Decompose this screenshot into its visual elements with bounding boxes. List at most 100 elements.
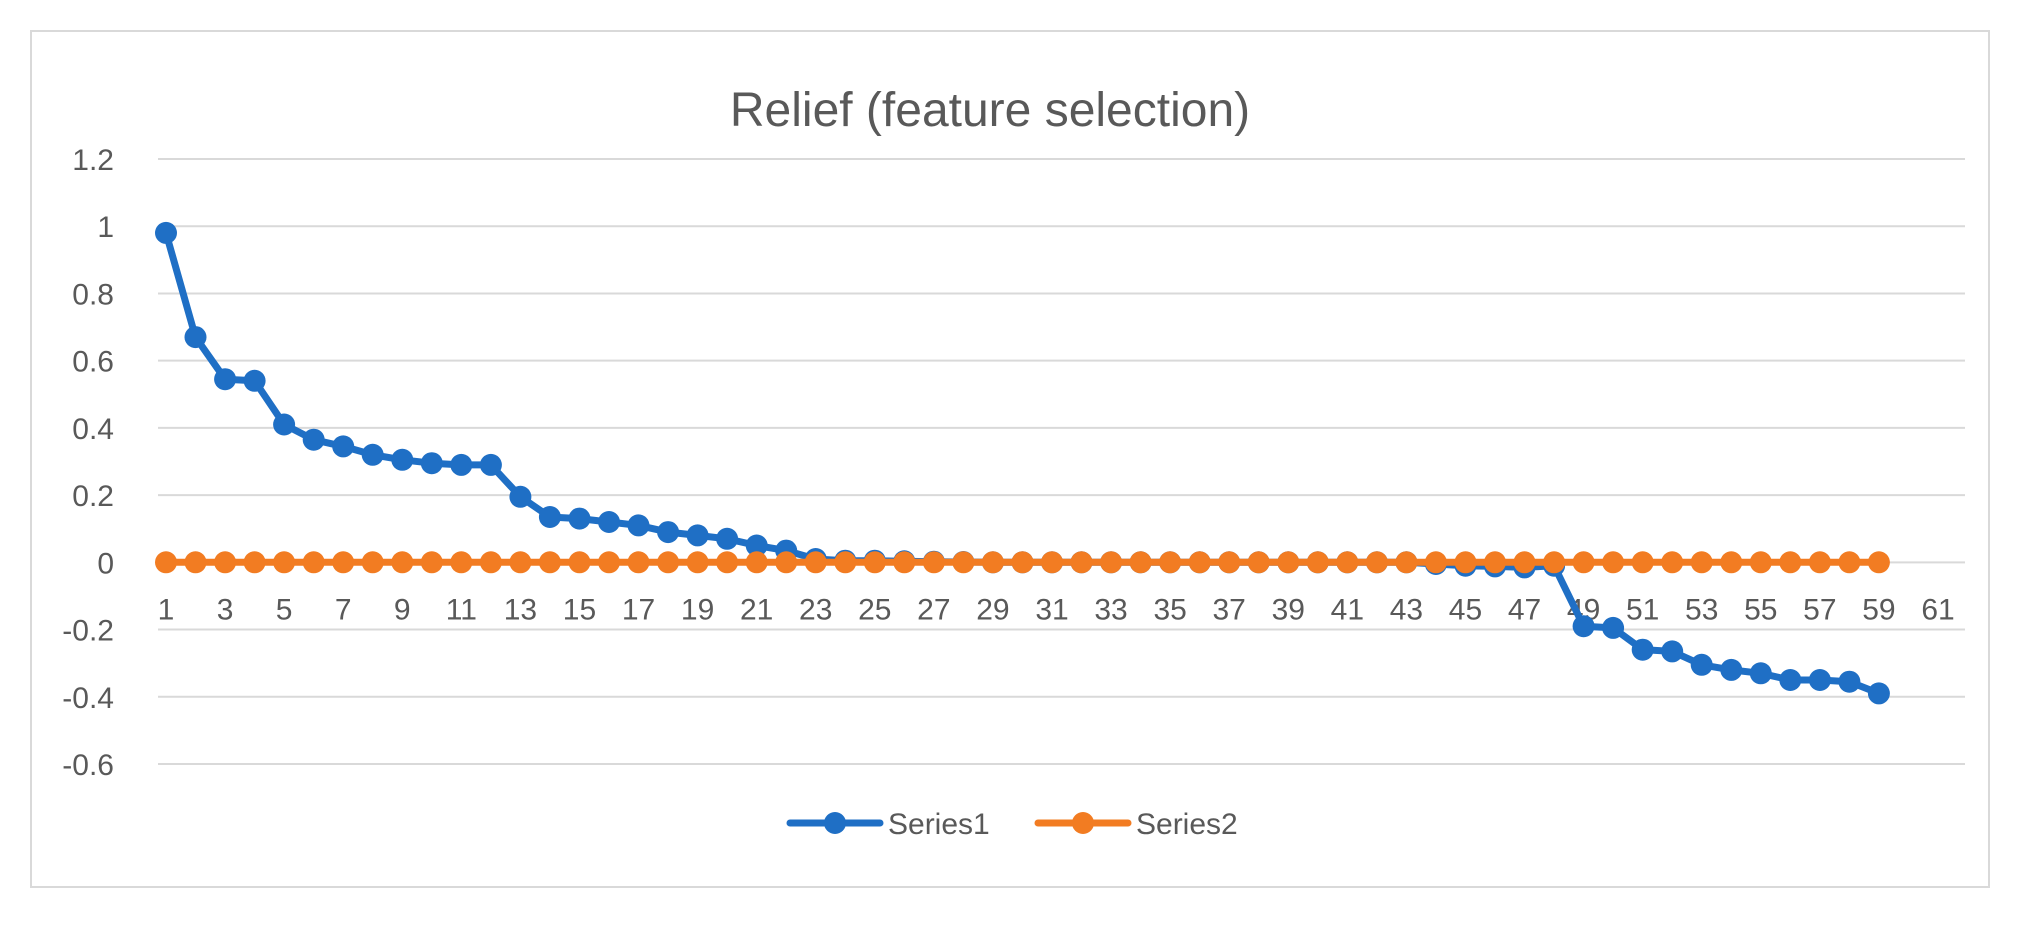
data-point [243,551,266,574]
x-tick-label: 17 [622,593,655,626]
y-tick-label: 1.2 [72,144,114,177]
data-point [1808,551,1831,574]
data-point [1306,551,1329,574]
x-tick-label: 3 [217,593,234,626]
data-point [391,551,414,574]
y-tick-label: 0.4 [72,413,114,446]
data-point [1779,551,1802,574]
x-tick-label: 47 [1508,593,1541,626]
data-point [1011,551,1034,574]
x-tick-label: 33 [1094,593,1127,626]
y-tick-label: 0.2 [72,480,114,513]
data-point [155,551,177,574]
data-point [184,326,207,349]
y-tick-label: -0.6 [62,749,114,782]
data-point [302,428,325,451]
data-point [1779,669,1802,691]
data-point [332,551,355,574]
data-point [1277,551,1300,574]
x-tick-label: 23 [799,593,832,626]
data-point [834,551,857,574]
data-point [273,413,296,436]
y-tick-label: 0.8 [72,278,114,311]
data-point [1867,682,1890,705]
data-point [538,551,561,574]
legend-item-1: Series1 [786,808,990,841]
y-tick-label: 0.6 [72,346,114,379]
data-point [361,443,384,466]
data-point [1336,551,1359,574]
y-axis-labels: 1.2 1 0.8 0.6 0.4 0.2 0 -0.2 -0.4 -0.6 [62,144,114,782]
data-point [1572,551,1595,574]
y-tick-label: -0.4 [62,682,114,715]
data-point [155,221,177,244]
data-point [568,551,591,574]
data-point [302,551,325,574]
data-point [1365,551,1388,574]
data-point [745,551,768,574]
data-point [1188,551,1211,574]
data-point [1749,551,1772,574]
data-point [804,551,827,574]
legend-item-2: Series2 [1034,808,1238,841]
x-tick-label: 1 [158,593,175,626]
data-point [1720,658,1743,681]
data-point [775,551,798,574]
data-point [420,551,443,574]
x-tick-label: 29 [976,593,1009,626]
legend-marker [824,812,846,834]
x-tick-label: 39 [1272,593,1305,626]
data-point [1602,551,1625,574]
data-point [657,521,680,544]
data-point [716,551,739,574]
legend: Series1 Series2 [786,808,1238,841]
data-point [391,448,414,471]
legend-label: Series2 [1136,808,1238,841]
data-point [627,514,650,537]
x-tick-label: 61 [1921,593,1954,626]
data-point [598,511,620,533]
data-point [1602,616,1625,639]
x-tick-label: 9 [394,593,411,626]
data-point [1661,640,1684,663]
x-tick-label: 45 [1449,593,1482,626]
data-point [657,551,680,574]
data-point [1159,551,1182,574]
chart-frame [30,30,1990,888]
data-point [1690,551,1713,574]
x-tick-label: 19 [681,593,714,626]
data-point [745,534,768,557]
data-point [1572,615,1595,638]
x-tick-label: 37 [1213,593,1246,626]
x-axis-labels: 1 3 5 7 9 11 13 15 17 19 21 23 25 27 29 31 33 35 37 39 41 43 4… [158,593,1955,626]
data-point [1690,653,1713,676]
data-point [1838,670,1861,693]
data-point [420,452,443,475]
data-point [1808,669,1831,691]
data-point [1395,551,1418,574]
data-point [479,453,502,476]
x-tick-label: 59 [1862,593,1895,626]
data-point [361,551,384,574]
data-point [538,506,561,528]
x-tick-label: 55 [1744,593,1777,626]
x-tick-label: 5 [276,593,293,626]
data-point [1218,551,1241,574]
data-point [450,551,473,574]
data-point [1454,551,1477,574]
x-tick-label: 25 [858,593,891,626]
data-point [1100,551,1123,574]
x-tick-label: 35 [1153,593,1186,626]
data-point [1484,551,1506,574]
x-tick-label: 11 [446,593,477,626]
legend-label: Series1 [888,808,990,841]
data-point [1424,551,1447,574]
x-tick-label: 27 [917,593,950,626]
data-point [450,453,473,476]
series-layer [155,221,1890,705]
data-point [627,551,650,574]
data-point [1041,551,1063,574]
chart-title: Relief (feature selection) [730,84,1250,137]
data-point [509,485,532,508]
